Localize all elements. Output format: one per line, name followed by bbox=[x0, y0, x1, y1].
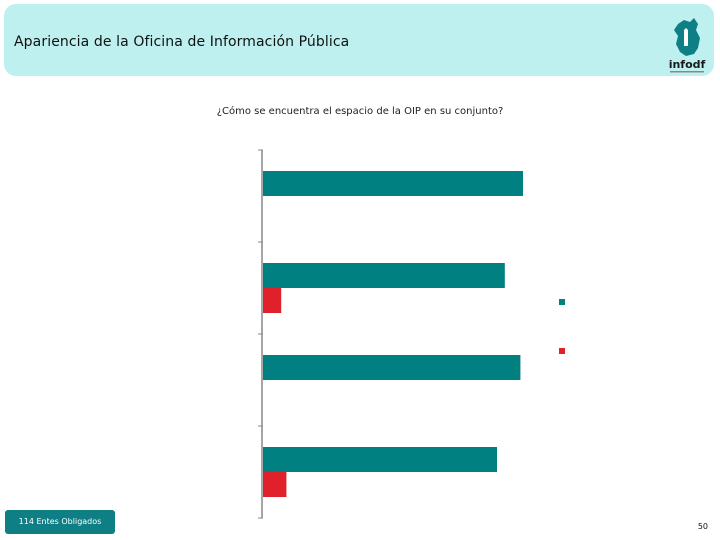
bar-series2-cat2 bbox=[263, 288, 282, 313]
header-banner: Apariencia de la Oficina de Información … bbox=[4, 4, 714, 76]
bar-series2-cat4 bbox=[263, 472, 287, 497]
logo-text: infodf bbox=[669, 58, 706, 71]
legend-marker-series2 bbox=[559, 348, 565, 354]
bar-series1-cat3 bbox=[263, 355, 521, 380]
bar-series1-cat4 bbox=[263, 447, 497, 472]
bar-series1-cat1 bbox=[263, 171, 523, 196]
infodf-logo: infodf bbox=[669, 18, 706, 73]
page-number: 50 bbox=[697, 522, 708, 531]
chart-title: ¿Cómo se encuentra el espacio de la OIP … bbox=[216, 106, 504, 117]
bar-series1-cat2 bbox=[263, 263, 505, 288]
page-title: Apariencia de la Oficina de Información … bbox=[14, 34, 350, 50]
legend-marker-series1 bbox=[559, 299, 565, 305]
entities-badge: 114 Entes Obligados bbox=[5, 510, 115, 534]
